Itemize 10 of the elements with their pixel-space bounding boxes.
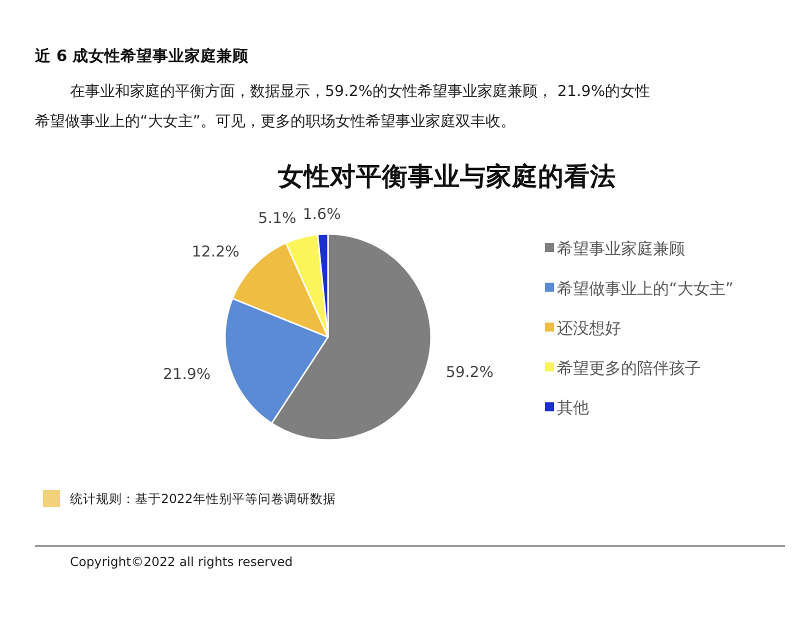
title: 女性对平衡事业与家庭的看法 [278,162,616,192]
legend-label: 其他 [557,398,589,418]
legend-label: 希望事业家庭兼顾 [557,239,685,258]
note: 统计规则：基于2022年性别平等问卷调研数据 [70,491,336,506]
legend-label: 还没想好 [557,318,621,338]
heading: 近 6 成女性希望事业家庭兼顾 [35,46,249,67]
copyright: Copyright©2022 all rights reserved [70,554,293,569]
legend-label: 希望做事业上的“大女主” [557,278,734,298]
legend-label: 希望更多的陪伴孩子 [557,358,701,378]
intro-text: 在事业和家庭的平衡方面，数据显示，59.2%的女性希望事业家庭兼顾， 21.9%的女性希望做事业上的“大女主”。可见，更多的职场女性希望事业家庭双丰收。 [35,81,652,132]
